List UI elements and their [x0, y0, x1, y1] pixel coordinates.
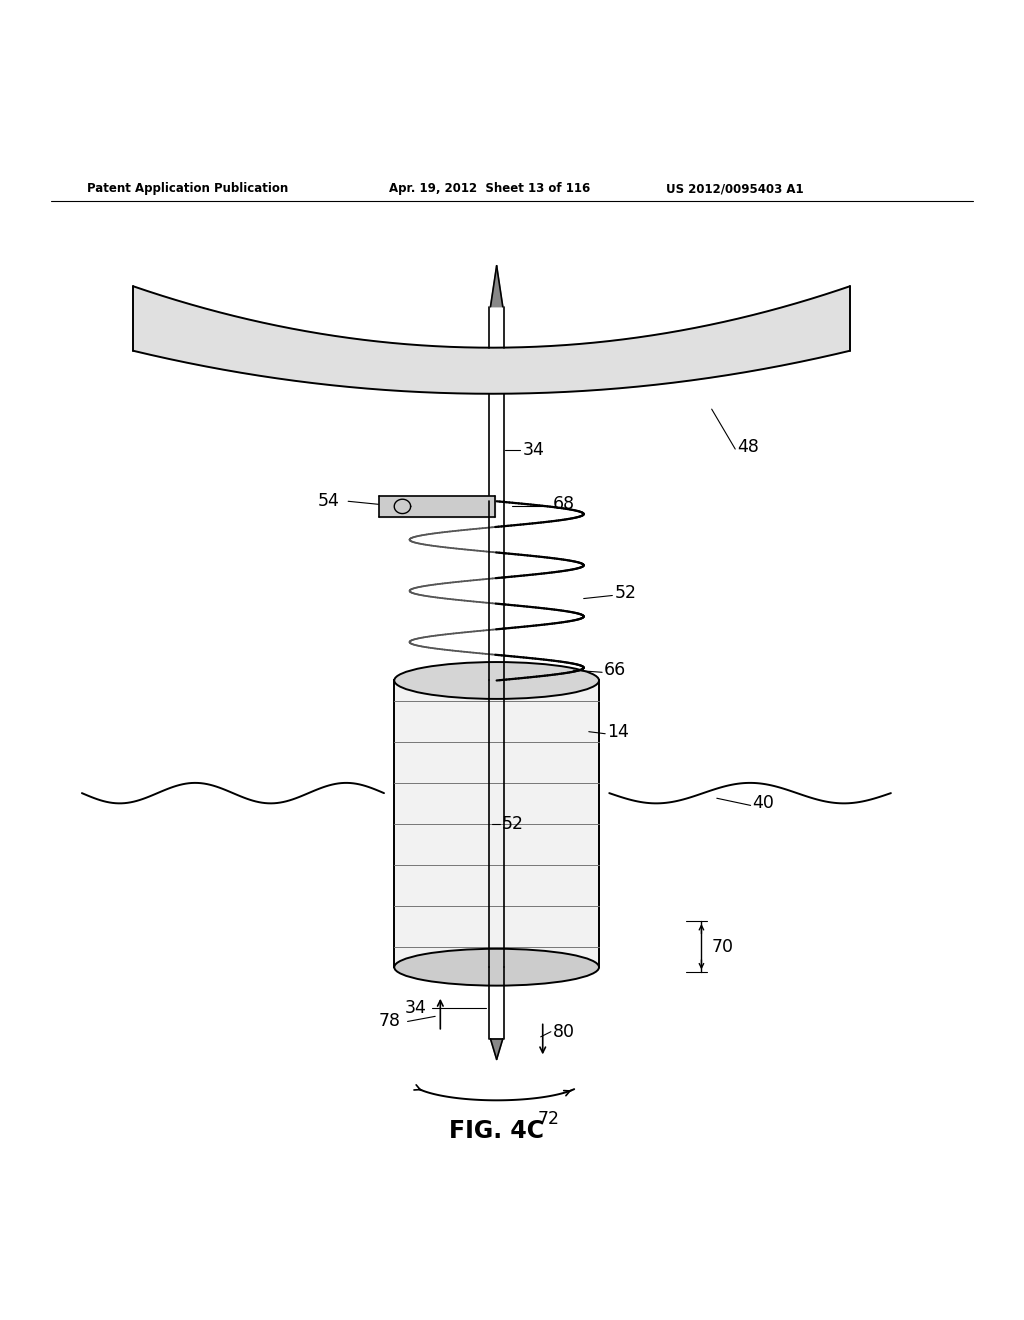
Text: 34: 34 — [522, 441, 544, 459]
Text: 80: 80 — [553, 1023, 574, 1040]
Text: 78: 78 — [379, 1012, 400, 1031]
Text: Apr. 19, 2012  Sheet 13 of 116: Apr. 19, 2012 Sheet 13 of 116 — [389, 182, 591, 195]
FancyBboxPatch shape — [394, 681, 599, 968]
Ellipse shape — [394, 663, 599, 698]
Polygon shape — [490, 265, 503, 306]
Text: 52: 52 — [614, 585, 636, 602]
Text: 70: 70 — [712, 937, 733, 956]
Polygon shape — [133, 286, 850, 393]
Text: 52: 52 — [502, 814, 523, 833]
Text: FIG. 4C: FIG. 4C — [450, 1119, 544, 1143]
Text: 14: 14 — [607, 722, 629, 741]
Text: 40: 40 — [753, 795, 774, 812]
Text: 66: 66 — [604, 661, 627, 680]
Text: Patent Application Publication: Patent Application Publication — [87, 182, 289, 195]
Text: 54: 54 — [317, 492, 339, 511]
Text: 48: 48 — [737, 438, 759, 455]
Text: 34: 34 — [404, 999, 426, 1018]
Text: 68: 68 — [553, 495, 575, 513]
Text: US 2012/0095403 A1: US 2012/0095403 A1 — [666, 182, 803, 195]
Polygon shape — [379, 496, 495, 516]
Text: 72: 72 — [538, 1110, 559, 1127]
Ellipse shape — [394, 949, 599, 986]
Polygon shape — [490, 1039, 503, 1060]
